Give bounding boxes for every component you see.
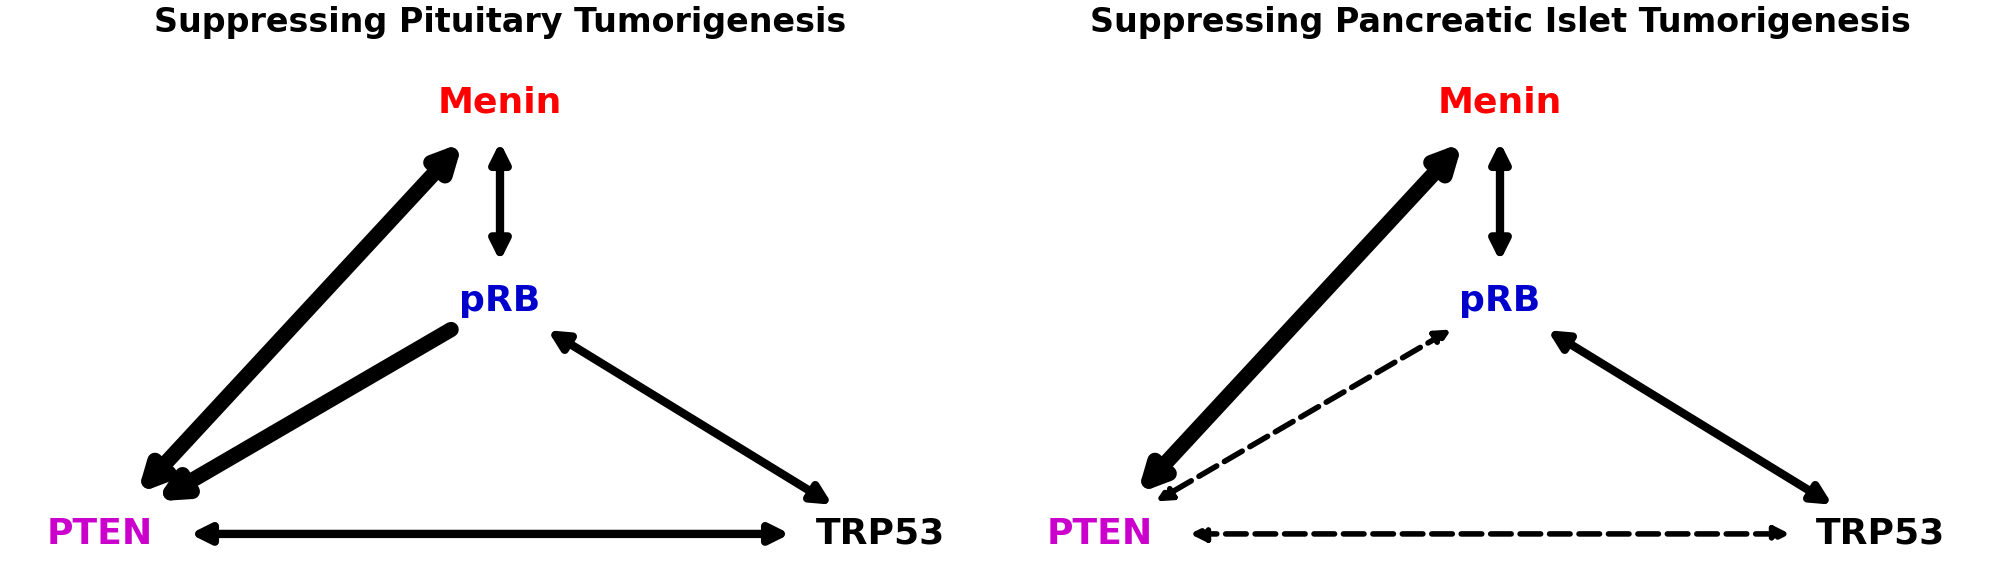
- Text: pRB: pRB: [460, 284, 540, 318]
- Text: Menin: Menin: [1438, 85, 1562, 119]
- Text: Suppressing Pancreatic Islet Tumorigenesis: Suppressing Pancreatic Islet Tumorigenes…: [1090, 6, 1910, 39]
- Text: TRP53: TRP53: [1816, 517, 1944, 551]
- Text: Menin: Menin: [438, 85, 562, 119]
- Text: TRP53: TRP53: [816, 517, 944, 551]
- Text: PTEN: PTEN: [46, 517, 154, 551]
- Text: Suppressing Pituitary Tumorigenesis: Suppressing Pituitary Tumorigenesis: [154, 6, 846, 39]
- Text: PTEN: PTEN: [1046, 517, 1154, 551]
- Text: pRB: pRB: [1460, 284, 1540, 318]
